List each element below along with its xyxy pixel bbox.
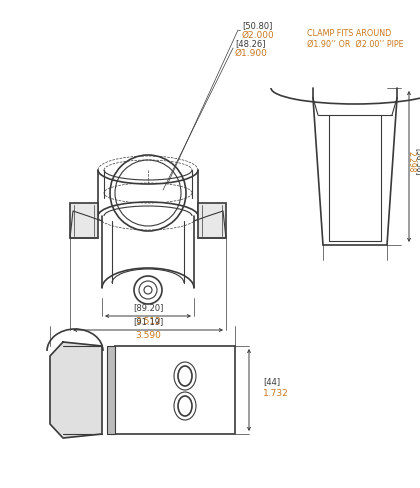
Bar bbox=[115, 346, 235, 434]
Text: 2.298: 2.298 bbox=[407, 151, 415, 173]
Bar bbox=[70, 203, 98, 238]
Text: CLAMP FITS AROUND: CLAMP FITS AROUND bbox=[307, 28, 391, 38]
Text: [91.19]: [91.19] bbox=[133, 318, 163, 326]
Bar bbox=[198, 203, 226, 238]
Text: [44]: [44] bbox=[263, 378, 280, 386]
Text: 1.732: 1.732 bbox=[263, 389, 289, 399]
Text: [89.20]: [89.20] bbox=[133, 304, 163, 312]
Text: Ø1.900: Ø1.900 bbox=[235, 48, 268, 58]
Text: [58.38]: [58.38] bbox=[415, 148, 420, 176]
Text: [50.80]: [50.80] bbox=[242, 21, 273, 30]
Bar bbox=[107, 346, 115, 434]
Text: Ø1.90’’ OR  Ø2.00’’ PIPE: Ø1.90’’ OR Ø2.00’’ PIPE bbox=[307, 40, 404, 48]
Text: Ø2.000: Ø2.000 bbox=[242, 30, 275, 40]
Text: [48.26]: [48.26] bbox=[235, 40, 265, 48]
Polygon shape bbox=[50, 342, 102, 438]
Text: 3.512: 3.512 bbox=[135, 317, 161, 325]
Text: 3.590: 3.590 bbox=[135, 330, 161, 340]
